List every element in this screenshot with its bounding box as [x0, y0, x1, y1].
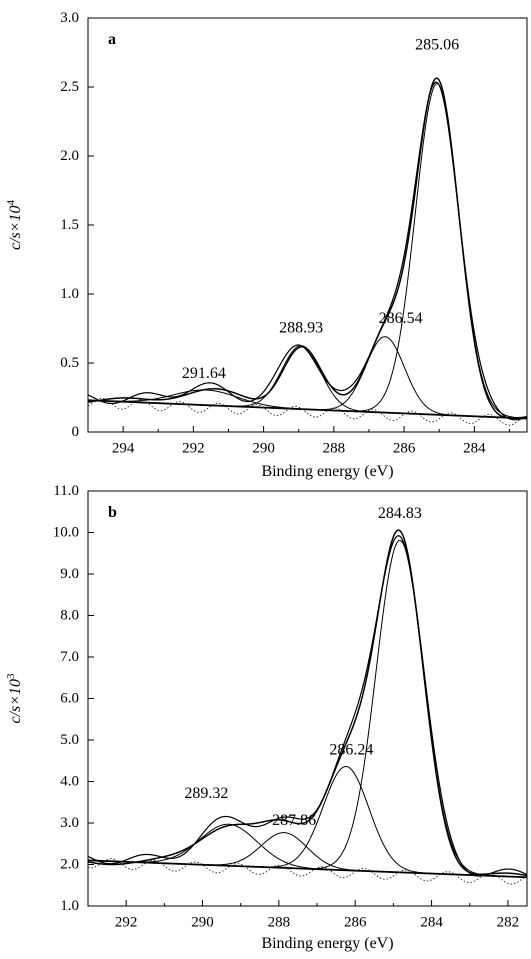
- x-tick-label: 286: [393, 441, 416, 457]
- y-axis-label-main: c/s×10: [7, 679, 24, 724]
- component-peak-3: [88, 389, 527, 419]
- y-tick-label: 7.0: [60, 649, 79, 665]
- y-tick-label: 11.0: [53, 483, 79, 499]
- x-tick-label: 286: [344, 915, 367, 931]
- peak-label: 286.24: [329, 742, 373, 759]
- y-tick-label: 5.0: [60, 732, 79, 748]
- measured-spectrum-curve: [88, 535, 527, 877]
- peak-label: 287.86: [272, 812, 316, 829]
- x-tick-label: 284: [463, 441, 486, 457]
- y-tick-label: 10.0: [53, 525, 79, 541]
- y-axis-label-exponent: 4: [5, 199, 17, 205]
- panel-label: b: [108, 504, 117, 521]
- plot-frame: [87, 17, 528, 433]
- x-tick-label: 288: [323, 441, 346, 457]
- residual-curve: [88, 858, 527, 885]
- chart-panel-a: 294 292 290 288 286 284 0 0.5 1.0 1.5 2.0 2.5 3.0 Bin…: [5, 10, 528, 480]
- x-tick-label: 292: [182, 441, 205, 457]
- x-axis-label: Binding energy (eV): [261, 935, 393, 952]
- panel-label: a: [108, 31, 116, 48]
- y-tick-label: 1.0: [60, 286, 79, 302]
- chart-panel-b: 292 290 288 286 284 282 1.0 2.0 3.0 4.0 5.0 6.0 7.0 8…: [5, 483, 528, 952]
- x-tick-label: 294: [112, 441, 135, 457]
- y-tick-label: 4.0: [60, 774, 79, 790]
- peak-label: 286.54: [379, 310, 423, 327]
- x-axis-label: Binding energy (eV): [261, 463, 393, 480]
- y-axis-label: c/s×104: [5, 199, 24, 250]
- component-peak-2: [88, 345, 527, 419]
- component-peak-0: [88, 83, 527, 419]
- peak-label: 284.83: [378, 505, 422, 522]
- x-tick-label: 284: [420, 915, 443, 931]
- peak-label: 291.64: [182, 365, 226, 382]
- fit-envelope-curve: [88, 77, 527, 419]
- x-tick-label: 290: [252, 441, 275, 457]
- y-tick-label: 2.0: [60, 148, 79, 164]
- y-tick-label: 2.0: [60, 857, 79, 873]
- y-tick-label: 0.5: [60, 355, 79, 371]
- y-tick-label: 1.5: [60, 217, 79, 233]
- y-tick-label: 6.0: [60, 691, 79, 707]
- y-tick-label: 2.5: [60, 79, 79, 95]
- measured-spectrum-curve: [88, 81, 527, 421]
- y-tick-label: 0: [72, 424, 80, 440]
- residual-curve: [88, 397, 527, 426]
- y-axis-label-exponent: 3: [5, 673, 17, 679]
- y-tick-label: 3.0: [60, 10, 79, 26]
- plot-area: [88, 77, 527, 426]
- y-axis-label: c/s×103: [5, 673, 24, 724]
- peak-label: 288.93: [279, 320, 323, 337]
- y-tick-label: 8.0: [60, 608, 79, 624]
- x-tick-label: 288: [268, 915, 291, 931]
- y-tick-label: 9.0: [60, 566, 79, 582]
- x-tick-label: 292: [115, 915, 138, 931]
- plot-area: [88, 529, 527, 885]
- y-tick-label: 3.0: [60, 815, 79, 831]
- x-tick-label: 282: [497, 915, 520, 931]
- background-line: [88, 399, 527, 420]
- y-tick-label: 1.0: [60, 898, 79, 914]
- peak-label: 289.32: [184, 785, 228, 802]
- y-axis-label-main: c/s×10: [7, 205, 24, 250]
- peak-label: 285.06: [415, 37, 459, 54]
- x-tick-label: 290: [191, 915, 214, 931]
